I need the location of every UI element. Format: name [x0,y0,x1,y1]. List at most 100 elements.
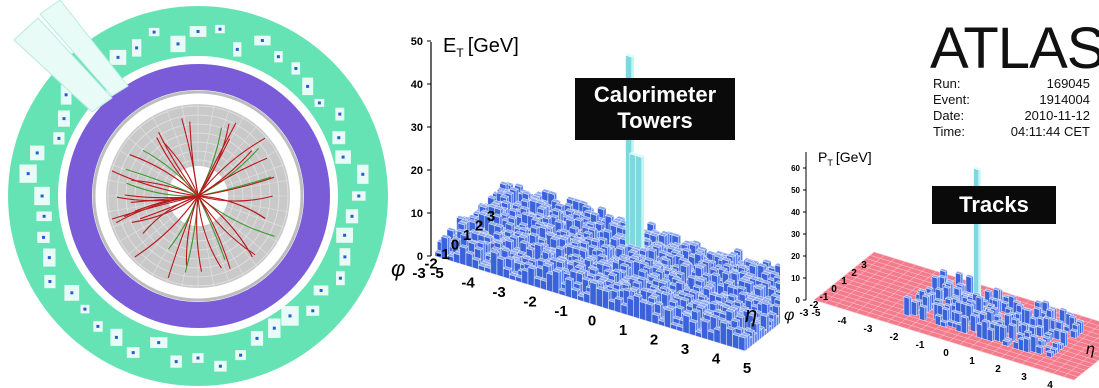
bar-front [738,335,746,352]
bar-front [546,272,554,293]
calo-hit [338,276,342,280]
track [111,170,199,197]
track [134,195,199,212]
phi-tick-label: 2 [475,218,483,235]
bar-front [732,334,739,350]
bar-top [542,215,552,220]
track [197,122,237,197]
track [131,195,199,223]
bar-top [726,253,736,258]
bar-top [638,247,649,252]
bar-top [678,257,689,262]
calo-hit [255,336,259,340]
bar-front [465,252,473,268]
bar-front [564,278,572,299]
calo-hit [239,353,243,357]
bar-top [551,207,562,212]
bar-top [527,213,537,218]
bar-top [709,266,720,271]
bar-top [748,262,759,268]
bar-top [681,247,692,252]
z-tick-label: 40 [411,79,423,91]
track [197,195,266,219]
eta-tick-label: 5 [743,360,751,377]
calo-hit [64,93,68,97]
reconstructed-tracks [111,118,275,279]
calo-eta-symbol: η [745,302,757,327]
bar-front [589,281,597,306]
track [197,195,222,269]
eta-tick-label: -5 [430,265,443,282]
bar-top [572,211,583,216]
bar-front [521,269,529,285]
bar-top [501,200,511,205]
calo-hit [62,117,66,121]
bar-top [569,225,579,230]
track [197,195,273,202]
track [189,121,199,197]
bar-side [766,314,770,335]
tracker-sector [207,224,230,283]
bar-top [701,258,712,264]
tracker-sector [217,218,258,267]
calo-axis-title: ET [GeV] [443,35,519,60]
bar-top [559,228,570,233]
phi-tick-label: -1 [436,246,449,263]
detector-cross-section [8,0,388,386]
tracker-sector [151,116,184,171]
bar-top [507,215,518,220]
bar-front [595,287,603,308]
eta-tick-label: 4 [712,351,721,368]
track [197,137,266,197]
bar-top [761,270,771,276]
tracker-sector [202,105,215,167]
tracker-sector [227,200,289,213]
calo-hit [361,172,365,176]
bar-top [635,153,645,158]
bar-top [757,262,767,268]
calo-hit [47,256,51,260]
bar-top [555,202,565,207]
bar-front [713,328,721,344]
track [197,176,275,197]
bar-top [534,211,545,217]
bar-top [702,272,712,277]
bar-front [682,314,690,335]
calo-hit [131,351,135,355]
bar-top [713,253,724,259]
track [125,168,199,197]
calo-hit [157,341,161,345]
bar-top [744,258,755,264]
bar-top [670,249,681,254]
bar-top [500,211,510,217]
track [185,195,199,266]
bar-top [770,293,780,298]
bar-top [671,232,682,238]
bar-top [504,190,515,195]
calo-hit [196,356,200,360]
calo-hit [196,30,200,33]
bar-top [615,245,626,250]
bar-side [1077,323,1080,338]
bar-top [568,232,578,238]
bar-side [756,321,760,342]
bar-top [737,285,747,290]
tracker-sector [127,215,176,256]
bar-top [551,198,561,203]
calo-hit [276,55,280,59]
calo-hit [235,47,239,51]
eta-tick-label: -1 [554,303,567,320]
tracker-sector [111,205,170,228]
bar-top [662,267,673,272]
bar-top [610,236,620,241]
bar-top [774,280,780,285]
bar-top [590,238,601,243]
z-tick-label: 20 [411,165,423,177]
bar-top [587,226,598,231]
eta-tick-label: 3 [681,341,689,358]
bar-side [744,335,748,352]
calo-hit [218,364,222,368]
track [197,195,253,258]
bar-top [499,181,509,186]
track [196,195,203,272]
